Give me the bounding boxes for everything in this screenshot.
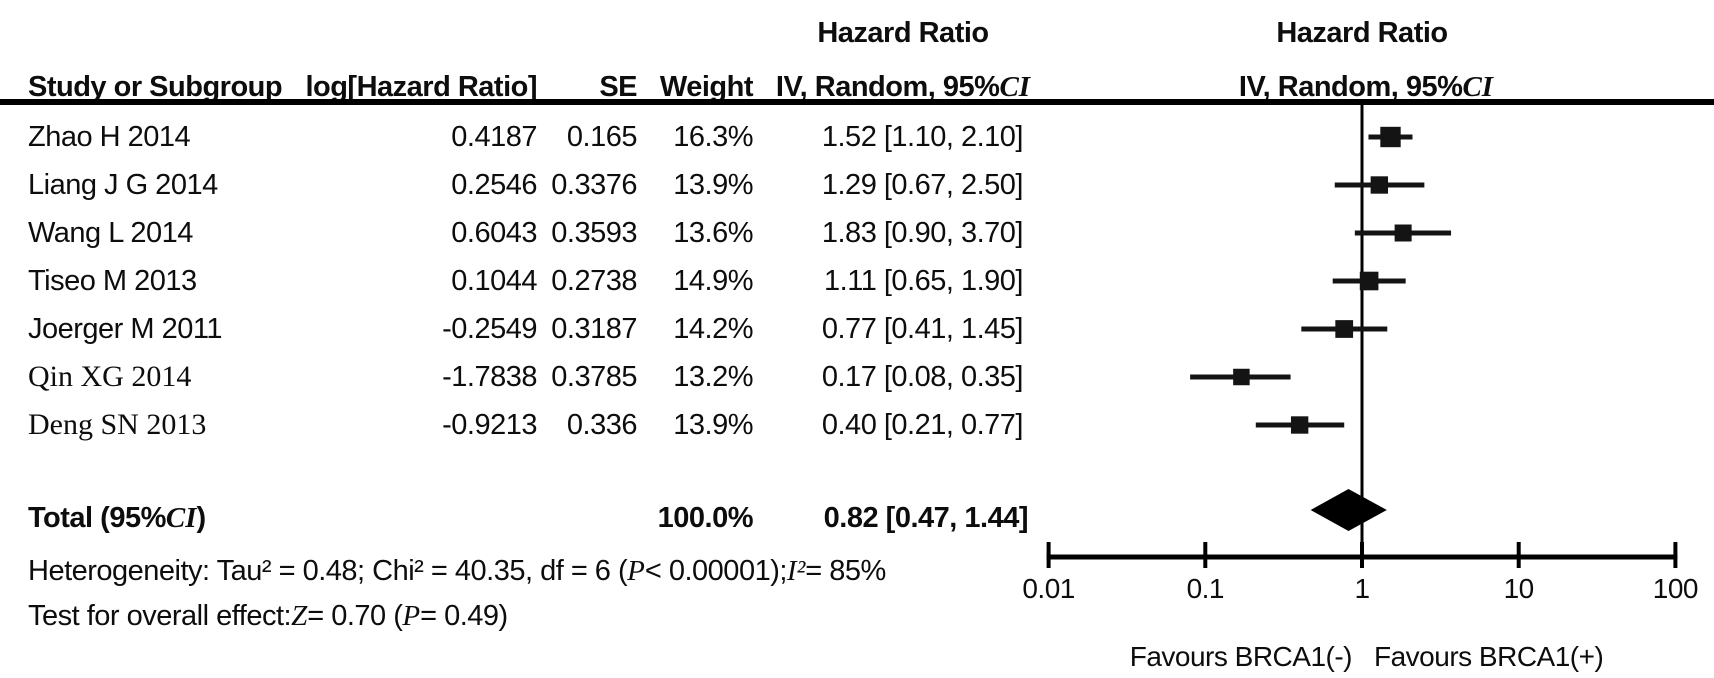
log-hazard-ratio-value: 0.6043 bbox=[451, 216, 537, 249]
italic-symbol: P bbox=[402, 599, 421, 632]
weight-value: 16.3% bbox=[673, 120, 753, 153]
weight-value: 13.6% bbox=[673, 216, 753, 249]
column-header-weight: Weight bbox=[659, 70, 754, 103]
point-estimate-marker bbox=[1290, 416, 1309, 434]
ci-text-value: 0.17 [0.08, 0.35] bbox=[821, 360, 1024, 393]
header-rule bbox=[0, 99, 1714, 105]
log-hazard-ratio-value: 0.4187 bbox=[451, 120, 537, 153]
summary-diamond bbox=[1310, 489, 1387, 531]
italic-symbol: CI bbox=[999, 70, 1031, 103]
study-label: Tiseo M 2013 bbox=[28, 264, 197, 297]
study-label: Zhao H 2014 bbox=[28, 120, 191, 153]
ci-text-value: 0.40 [0.21, 0.77] bbox=[821, 408, 1024, 441]
point-estimate-marker bbox=[1233, 368, 1250, 386]
study-label: Wang L 2014 bbox=[28, 216, 193, 249]
weight-value: 13.2% bbox=[673, 360, 753, 393]
weight-value: 14.2% bbox=[673, 312, 753, 345]
text-segment: Test for overall effect: bbox=[28, 599, 292, 632]
study-label: Qin XG 2014 bbox=[28, 360, 192, 393]
text-segment: Heterogeneity: Tau² = 0.48; Chi² = 40.35… bbox=[28, 554, 628, 587]
text-segment: IV, Random, 95% bbox=[1238, 70, 1463, 103]
axis-tick-label: 10 bbox=[1503, 573, 1535, 604]
axis-tick-label: 0.01 bbox=[1022, 573, 1075, 604]
ci-text-value: 1.11 [0.65, 1.90] bbox=[824, 264, 1023, 297]
italic-symbol: CI bbox=[1462, 70, 1494, 103]
text-segment: = 0.49) bbox=[420, 599, 508, 632]
study-label: Deng SN 2013 bbox=[28, 408, 207, 441]
se-value: 0.3187 bbox=[551, 312, 637, 345]
favours-right-label: Favours BRCA1(+) bbox=[1374, 641, 1604, 672]
text-segment: = 85% bbox=[805, 554, 886, 587]
se-value: 0.3376 bbox=[551, 168, 637, 201]
column-header-ci: IV, Random, 95% CI bbox=[763, 70, 1043, 104]
total-ci-text: 0.82 [0.47, 1.44] bbox=[823, 501, 1029, 534]
plot-header-ci: IV, Random, 95% CI bbox=[1226, 70, 1506, 104]
overall-effect-note: Test for overall effect: Z = 0.70 (P = 0… bbox=[28, 599, 1028, 633]
weight-value: 13.9% bbox=[673, 168, 753, 201]
ci-text-value: 1.83 [0.90, 3.70] bbox=[821, 216, 1024, 249]
text-segment: ) bbox=[196, 501, 207, 534]
italic-symbol: P bbox=[627, 554, 645, 587]
point-estimate-marker bbox=[1380, 126, 1401, 148]
table-effect-title: Hazard Ratio bbox=[817, 16, 989, 49]
study-label: Joerger M 2011 bbox=[28, 312, 222, 345]
plot-effect-title: Hazard Ratio bbox=[1276, 16, 1448, 49]
log-hazard-ratio-value: 0.2546 bbox=[451, 168, 537, 201]
axis-tick-label: 0.1 bbox=[1186, 573, 1225, 604]
point-estimate-marker bbox=[1394, 224, 1412, 242]
point-estimate-marker bbox=[1335, 320, 1354, 338]
se-value: 0.336 bbox=[566, 408, 638, 441]
italic-symbol: I² bbox=[786, 554, 806, 587]
point-estimate-marker bbox=[1370, 176, 1389, 194]
se-value: 0.165 bbox=[566, 120, 638, 153]
total-weight: 100.0% bbox=[657, 501, 754, 534]
column-header-log-hazard-ratio: log[Hazard Ratio] bbox=[305, 70, 537, 103]
log-hazard-ratio-value: -1.7838 bbox=[442, 360, 537, 393]
column-header-se: SE bbox=[599, 70, 637, 103]
se-value: 0.3785 bbox=[551, 360, 637, 393]
axis-tick-label: 1 bbox=[1354, 573, 1370, 604]
weight-value: 13.9% bbox=[673, 408, 753, 441]
log-hazard-ratio-value: -0.2549 bbox=[442, 312, 537, 345]
ci-text-value: 1.52 [1.10, 2.10] bbox=[821, 120, 1024, 153]
weight-value: 14.9% bbox=[673, 264, 753, 297]
ci-text-value: 1.29 [0.67, 2.50] bbox=[821, 168, 1024, 201]
log-hazard-ratio-value: 0.1044 bbox=[451, 264, 537, 297]
favours-left-label: Favours BRCA1(-) bbox=[1129, 641, 1353, 672]
heterogeneity-note: Heterogeneity: Tau² = 0.48; Chi² = 40.35… bbox=[28, 554, 1028, 588]
text-segment: IV, Random, 95% bbox=[775, 70, 1000, 103]
italic-symbol: CI bbox=[165, 501, 197, 534]
text-segment: Total (95% bbox=[28, 501, 166, 534]
se-value: 0.3593 bbox=[551, 216, 637, 249]
text-segment: = 0.70 ( bbox=[307, 599, 403, 632]
point-estimate-marker bbox=[1359, 271, 1379, 291]
log-hazard-ratio-value: -0.9213 bbox=[442, 408, 537, 441]
se-value: 0.2738 bbox=[551, 264, 637, 297]
text-segment: < 0.00001); bbox=[644, 554, 788, 587]
study-label: Liang J G 2014 bbox=[28, 168, 218, 201]
ci-text-value: 0.77 [0.41, 1.45] bbox=[821, 312, 1024, 345]
total-row-label: Total (95% CI) bbox=[28, 501, 448, 535]
italic-symbol: Z bbox=[291, 599, 308, 632]
axis-tick-label: 100 bbox=[1652, 573, 1699, 604]
column-header-study: Study or Subgroup bbox=[28, 70, 283, 103]
